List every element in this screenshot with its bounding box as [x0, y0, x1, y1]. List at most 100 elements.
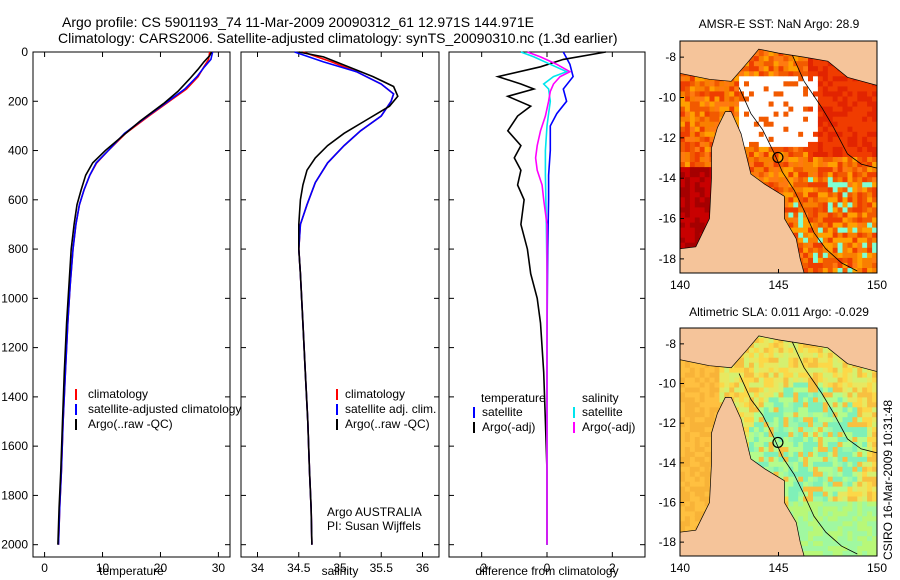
map-sst-cell: [793, 192, 799, 198]
map-sst-cell: [793, 187, 799, 193]
map-sst-cell: [749, 141, 755, 148]
map-sst-cell: [808, 268, 814, 274]
map-sst-cell: [822, 172, 829, 178]
map-sst-cell: [699, 212, 706, 218]
map-sst-cell: [709, 106, 715, 113]
map-sst-cell: [842, 252, 848, 259]
map-sst-cell: [798, 187, 804, 193]
map-sst-cell: [749, 157, 755, 163]
map-sst-cell: [680, 222, 686, 229]
map-sla-cell: [827, 541, 834, 547]
map-sst-cell: [837, 212, 843, 218]
sal-plot-frame: [240, 51, 440, 558]
map-sst-cell: [788, 207, 794, 213]
map-sla-cell: [832, 516, 839, 522]
map-sst-cell: [798, 157, 804, 163]
map-sst-cell: [788, 106, 794, 113]
map-sst-cell: [739, 96, 745, 102]
map-sst-cell: [684, 232, 691, 239]
map-sst-cell: [699, 126, 706, 133]
map-sst-cell: [817, 71, 824, 77]
map-sst-cell: [680, 207, 686, 213]
map-sst-cell: [837, 96, 843, 102]
map-sla-cell: [744, 407, 750, 413]
map-sst-cell: [827, 116, 834, 123]
map-sst-cell: [813, 222, 819, 229]
map-sst-cell: [704, 177, 710, 183]
map-sla-cell: [832, 476, 839, 483]
map-sla-cell: [842, 417, 848, 423]
map-sst-cell: [778, 66, 784, 72]
map-sst-cell: [803, 232, 809, 239]
map-sst-cell: [798, 217, 804, 223]
map-sla-cell: [753, 362, 760, 369]
map-sst-cell: [793, 66, 799, 72]
map-sst-cell: [788, 101, 794, 107]
map-sla-cell: [852, 397, 858, 403]
map-sla-cell: [852, 496, 858, 502]
map-sst-cell: [822, 268, 829, 274]
map-sla-cell: [763, 382, 770, 388]
map-sst-cell: [694, 91, 701, 97]
map-sst-cell: [822, 61, 829, 67]
map-sst-cell: [768, 146, 774, 153]
map-sla-cell: [773, 456, 779, 463]
map-sla-cell: [852, 417, 858, 423]
map-sst-cell: [689, 76, 696, 82]
map-sst-cell: [832, 141, 839, 148]
sal-legend-entry: climatology: [345, 387, 405, 401]
map-sla-cell: [714, 367, 720, 374]
sal-xlabel: salinity: [322, 564, 359, 578]
map-sla-cell: [798, 506, 804, 512]
map-sst-cell: [783, 81, 789, 87]
map-sla-cell: [699, 412, 706, 418]
map-sla-cell: [699, 466, 706, 473]
temp-plot-frame: [32, 51, 231, 558]
map-sst-cell: [753, 61, 760, 67]
map-sst-cell: [709, 136, 715, 143]
map-sst-cell: [768, 66, 774, 72]
map-sla-cell: [680, 476, 686, 483]
map-sla-cell: [753, 387, 760, 393]
map-sst-cell: [714, 121, 720, 128]
map-sst-cell: [803, 207, 809, 213]
map-sla-cell: [714, 392, 720, 398]
map-sst-cell: [783, 96, 789, 102]
map-sst-cell: [832, 262, 839, 269]
map-sla-cell: [862, 417, 868, 423]
map-sst-cell: [822, 116, 829, 123]
map-sla-cell: [689, 367, 696, 374]
map-sla-cell: [857, 461, 863, 468]
map-sla-cell: [813, 471, 819, 478]
map-sst-cell: [798, 96, 804, 102]
map-sst-cell: [842, 212, 848, 218]
map-sla-cell: [862, 432, 868, 438]
map-sla-cell: [867, 506, 873, 512]
map-sla-cell: [709, 412, 715, 418]
map-sst-cell: [680, 101, 686, 107]
map-sla-cell: [803, 402, 809, 408]
map-sla-cell: [867, 382, 873, 388]
map-sst-cell: [758, 51, 765, 57]
map-sla-cell: [822, 456, 829, 463]
map-sla-cell: [817, 521, 824, 527]
map-sst-cell: [778, 61, 784, 67]
map-sst-cell: [827, 157, 834, 163]
map-sst-cell: [749, 81, 755, 87]
map-sst-cell: [768, 81, 774, 87]
map-sla-cell: [847, 367, 853, 374]
map-sla-cell: [862, 451, 868, 458]
map-sst-cell: [803, 121, 809, 128]
map-sla-cell: [803, 447, 809, 453]
map-sla-cell: [768, 342, 774, 349]
map-sla-cell: [813, 412, 819, 418]
map-sla-cell: [813, 476, 819, 483]
map-sst-cell: [872, 197, 878, 203]
map-sla-cell: [689, 392, 696, 398]
map-sla-cell: [867, 437, 873, 443]
map-sst-cell: [689, 237, 696, 244]
map-sla-cell: [852, 541, 858, 547]
map-sla-cell: [817, 432, 824, 438]
map-sla-cell: [817, 541, 824, 547]
map-sst-cell: [768, 91, 774, 97]
